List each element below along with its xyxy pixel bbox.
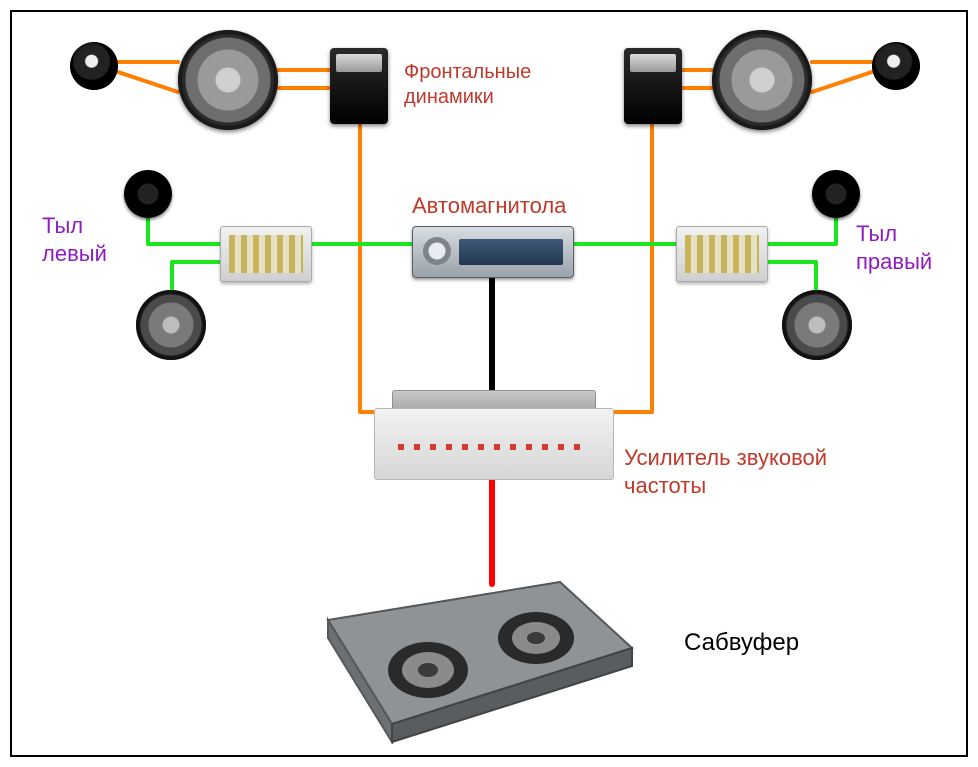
label-subwoofer: Сабвуфер xyxy=(684,628,799,658)
xover-front-left xyxy=(330,48,388,124)
head-unit xyxy=(412,226,574,278)
wire xyxy=(608,124,652,412)
tweeter-front-right xyxy=(872,42,920,90)
label-head-unit: Автомагнитола xyxy=(412,192,566,220)
woofer-front-left xyxy=(178,30,278,130)
xover-rear-right xyxy=(676,226,768,282)
label-rear-right: Тыл правый xyxy=(856,220,932,275)
woofer-rear-left xyxy=(136,290,206,360)
wire xyxy=(360,124,382,412)
wire xyxy=(148,216,220,244)
wire xyxy=(812,72,872,92)
tweeter-rear-left xyxy=(124,170,172,218)
tweeter-rear-right xyxy=(812,170,860,218)
label-amplifier: Усилитель звуковой частоты xyxy=(624,444,827,499)
woofer-rear-right xyxy=(782,290,852,360)
wire xyxy=(766,216,836,244)
subwoofer xyxy=(320,574,640,744)
xover-front-right xyxy=(624,48,682,124)
label-front-speakers: Фронтальные динамики xyxy=(404,60,531,110)
tweeter-front-left xyxy=(70,42,118,90)
label-rear-left: Тыл левый xyxy=(42,212,107,267)
woofer-front-right xyxy=(712,30,812,130)
amplifier xyxy=(374,390,614,480)
wire xyxy=(118,72,178,92)
xover-rear-left xyxy=(220,226,312,282)
